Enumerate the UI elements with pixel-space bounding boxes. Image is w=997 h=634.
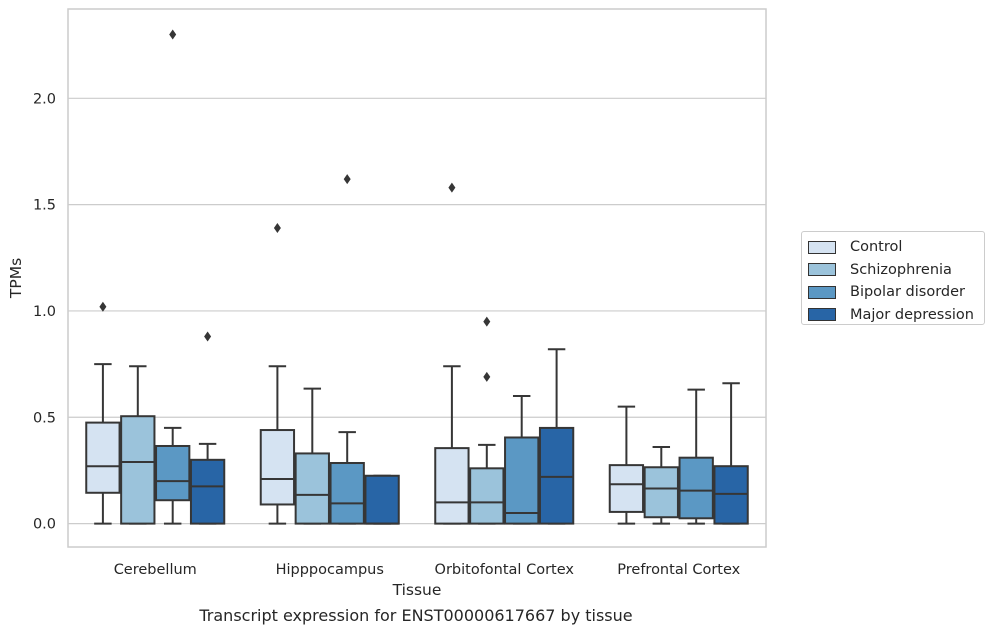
box — [469, 467, 505, 525]
box — [608, 464, 645, 513]
box — [434, 447, 470, 525]
box — [364, 474, 400, 525]
outlier-point — [483, 316, 491, 327]
box — [259, 429, 296, 506]
outlier-point — [169, 29, 177, 40]
box — [713, 465, 749, 525]
outlier-point — [99, 301, 107, 312]
legend-swatch — [808, 263, 836, 277]
outlier-point — [204, 331, 212, 342]
y-axis-label: TPMs — [7, 258, 25, 299]
legend-item: Bipolar disorder — [808, 281, 978, 304]
outlier-point — [343, 174, 351, 185]
box — [643, 466, 679, 519]
x-tick-label: Orbitofontal Cortex — [435, 562, 575, 578]
legend-item: Schizophrenia — [808, 259, 978, 282]
y-tick-label: 0.5 — [33, 410, 56, 426]
legend-swatch — [808, 308, 836, 322]
box — [504, 436, 540, 525]
y-tick-label: 1.0 — [33, 304, 56, 320]
legend-label: Major depression — [850, 306, 974, 323]
box — [85, 421, 121, 494]
box — [189, 458, 226, 525]
box — [294, 452, 330, 525]
legend-swatch — [808, 240, 836, 254]
legend-label: Schizophrenia — [850, 261, 952, 278]
outlier-point — [448, 182, 456, 193]
plot-frame — [67, 8, 767, 548]
box — [155, 444, 191, 502]
legend: Control Schizophrenia Bipolar disorder Majo… — [801, 231, 985, 325]
y-tick-label: 0.0 — [33, 517, 56, 533]
legend-label: Bipolar disorder — [850, 284, 965, 301]
figure-caption: Transcript expression for ENST0000061766… — [199, 606, 633, 625]
legend-swatch — [808, 285, 836, 299]
box — [678, 456, 714, 520]
y-tick-label: 2.0 — [33, 91, 56, 107]
legend-item: Major depression — [808, 304, 978, 327]
x-tick-label: Prefrontal Cortex — [617, 562, 740, 578]
box — [538, 426, 575, 525]
box — [329, 462, 365, 525]
legend-label: Control — [850, 239, 903, 256]
outlier-point — [273, 223, 281, 234]
x-tick-label: Cerebellum — [114, 562, 197, 578]
x-axis-label: Tissue — [392, 581, 442, 599]
y-tick-label: 1.5 — [33, 198, 56, 214]
x-tick-label: Hipppocampus — [276, 562, 384, 578]
legend-item: Control — [808, 236, 978, 259]
box — [120, 415, 156, 525]
outlier-point — [483, 371, 491, 382]
